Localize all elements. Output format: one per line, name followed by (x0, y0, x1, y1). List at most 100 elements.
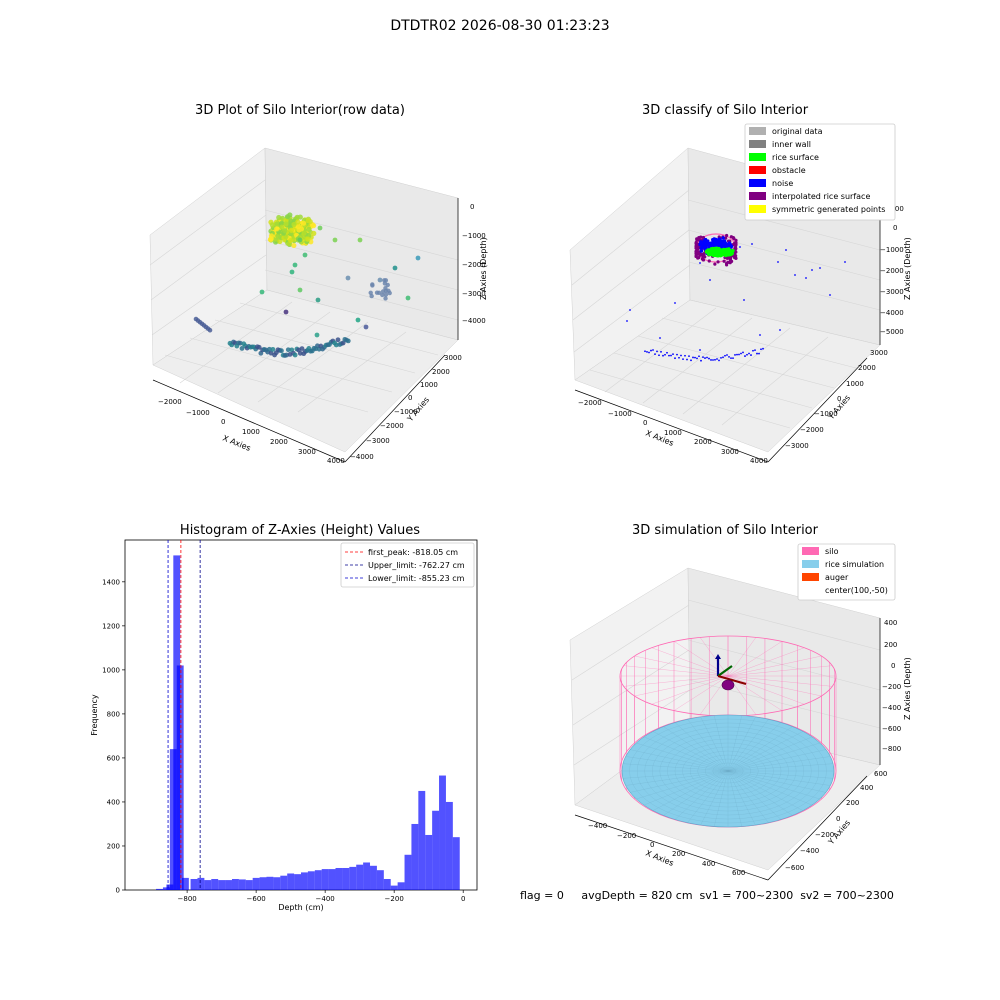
scatter-point (291, 221, 297, 228)
classify-x-tick: 1000 (664, 429, 682, 437)
classify-y-tick: 3000 (870, 349, 888, 357)
rice-mesh-spoke (727, 770, 769, 823)
rice-mesh-spoke (622, 770, 729, 779)
scatter-point (292, 262, 298, 268)
scatter-point (297, 214, 303, 220)
classify-legend-label: interpolated rice surface (772, 192, 870, 201)
classified-point (713, 262, 717, 266)
classify-legend-label: obstacle (772, 166, 806, 175)
classified-point (819, 267, 821, 269)
classify-y-tick: 0 (837, 395, 841, 403)
rice-mesh-spoke (727, 770, 804, 811)
classified-point (702, 356, 704, 359)
classified-point (701, 241, 705, 246)
classified-point (716, 260, 720, 264)
classify-z-tick: −3000 (880, 288, 904, 296)
classified-point (724, 245, 729, 249)
scatter-point (377, 277, 383, 283)
classified-point (698, 253, 702, 257)
raw-y-tick: 0 (408, 394, 412, 402)
classify-data-points (626, 233, 846, 362)
scatter-point (392, 265, 398, 271)
simulation-z-tick-labels: 400 200 0 −200 −400 −600 −800 (882, 619, 901, 753)
silo-roof-spoke (651, 647, 729, 677)
classified-point (720, 357, 722, 359)
classify-y-tick: −2000 (800, 426, 824, 434)
simulation-z-tick: −800 (882, 745, 901, 753)
classified-point (690, 359, 692, 362)
rice-mesh-spoke (674, 722, 729, 772)
rice-mesh-spoke (630, 770, 729, 793)
classified-point (680, 354, 682, 357)
classify-legend-swatch (749, 153, 766, 161)
classify-legend-label: symmetric generated points (772, 205, 885, 214)
histogram-bar (156, 888, 163, 890)
histogram-bar (301, 872, 308, 890)
classified-point (762, 347, 764, 350)
classified-point (721, 250, 725, 255)
rice-mesh-spoke (727, 716, 756, 772)
rice-mesh-spoke (700, 770, 729, 826)
histogram-bar (238, 879, 246, 890)
simulation-legend: silo rice simulation auger center(100,-50) (797, 543, 896, 601)
raw-plot-title: 3D Plot of Silo Interior(row data) (195, 103, 405, 118)
classified-point (760, 348, 762, 351)
classified-point (734, 247, 738, 251)
classified-point (729, 244, 733, 249)
scatter-point (279, 220, 285, 226)
histogram-bar (376, 870, 384, 890)
scatter-point (355, 317, 361, 323)
status-footer: flag = 0 avgDepth = 820 cm sv1 = 700~230… (520, 889, 894, 902)
classify-legend-swatch (749, 166, 766, 174)
histogram-y-axis-label: Frequency (90, 694, 99, 736)
scatter-point (380, 289, 386, 294)
histogram-bar (231, 878, 239, 890)
classified-point (730, 249, 735, 253)
classified-point (759, 334, 761, 336)
classified-point (734, 354, 736, 356)
scatter-point (382, 278, 387, 283)
simulation-x-tick: −200 (617, 832, 636, 840)
scatter-point (357, 237, 363, 243)
histogram-bars (156, 555, 460, 890)
classify-x-tick: −2000 (578, 399, 602, 407)
histogram-bar (166, 884, 174, 890)
silo-roof-spoke (727, 675, 833, 687)
rice-mesh-spoke (727, 770, 793, 816)
classified-point (706, 356, 708, 359)
classified-point (724, 236, 728, 240)
classified-point (732, 357, 734, 360)
scatter-point (345, 275, 351, 281)
classified-point (704, 357, 706, 359)
classify-legend-label: inner wall (772, 140, 811, 149)
histogram-x-tick-label: −600 (247, 895, 266, 903)
classify-y-tick-labels: −3000 −2000 −1000 0 1000 2000 3000 (785, 349, 888, 450)
classify-legend: original data inner wall rice surface obsta… (744, 123, 896, 221)
classified-point (660, 350, 662, 353)
classify-x-tick: 3000 (721, 448, 739, 456)
raw-y-tick: 1000 (420, 381, 438, 389)
classified-point (664, 353, 666, 356)
scatter-point (305, 218, 311, 224)
classify-y-tick: 2000 (858, 364, 876, 372)
classified-point (736, 353, 738, 356)
scatter-point (383, 292, 389, 297)
classified-point (699, 349, 701, 351)
scatter-point (288, 227, 294, 233)
simulation-legend-swatch (802, 560, 819, 568)
classified-point (652, 349, 654, 351)
classified-point (694, 240, 698, 245)
classified-point (730, 357, 732, 360)
classified-point (676, 353, 678, 356)
rice-mesh-spoke (727, 736, 813, 772)
histogram-bar (321, 869, 329, 890)
simulation-y-tick-labels: −600 −400 −200 0 200 400 600 (785, 770, 887, 872)
classify-z-axis-label: Z Axies (Depth) (903, 237, 912, 300)
classified-point (742, 351, 744, 354)
raw-3d-axes: −2000 −1000 0 1000 2000 3000 4000 −4000 … (149, 147, 488, 465)
classify-x-tick: 4000 (750, 457, 768, 465)
histogram-reference-lines (167, 540, 201, 890)
histogram-legend-label: first_peak: -818.05 cm (368, 548, 458, 557)
classified-point (785, 249, 787, 251)
classified-point (659, 337, 661, 339)
